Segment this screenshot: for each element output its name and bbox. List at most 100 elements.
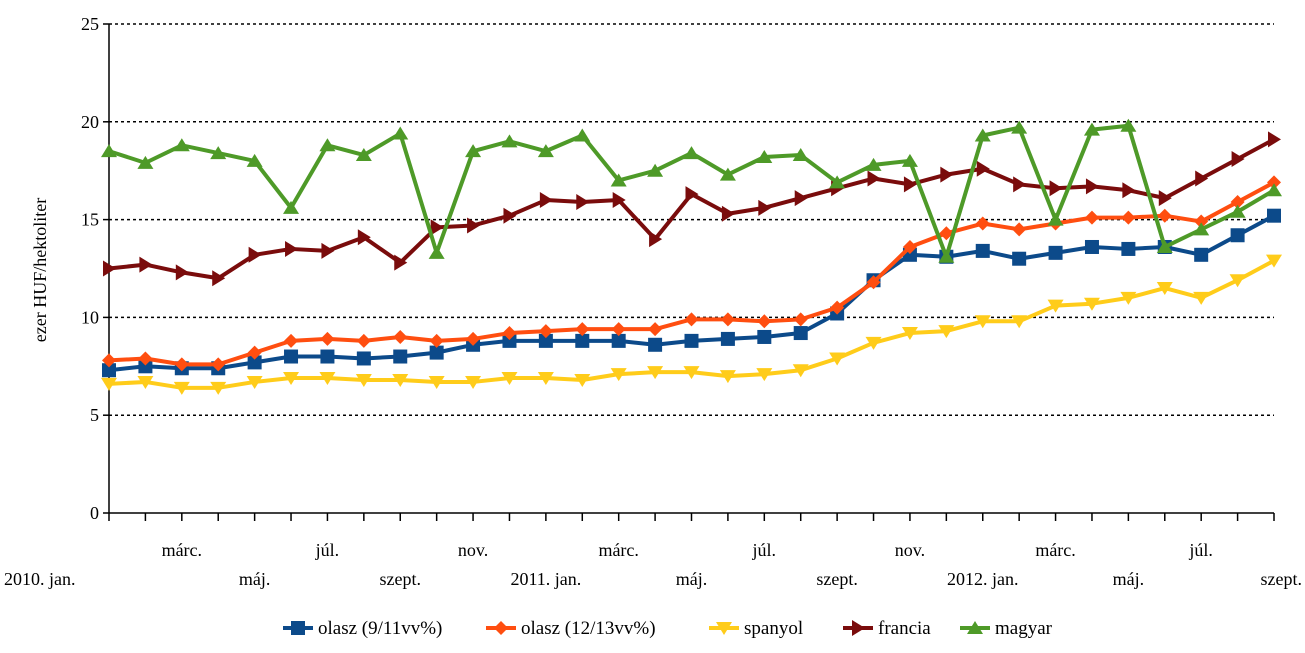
data-point [428, 375, 445, 389]
data-point [794, 190, 808, 207]
data-point [248, 246, 262, 263]
series-olasz-9-11vv- [102, 208, 1281, 378]
data-point [610, 368, 627, 382]
data-point [1193, 222, 1210, 236]
data-point [1011, 120, 1028, 134]
data-point [865, 336, 882, 350]
data-point [429, 333, 444, 348]
data-point [538, 333, 553, 348]
data-point [611, 333, 626, 348]
data-point [538, 324, 553, 339]
data-point [503, 207, 517, 224]
data-point [648, 322, 663, 337]
data-point [974, 128, 991, 142]
data-point [612, 192, 626, 209]
data-point [1120, 291, 1137, 305]
data-point [648, 337, 663, 352]
legend-item: francia [843, 618, 931, 639]
data-point [137, 155, 154, 169]
data-point [574, 373, 591, 387]
data-point [102, 363, 116, 378]
data-point [1121, 210, 1136, 225]
data-point [429, 345, 444, 360]
legend: olasz (9/11vv%) olasz (12/13vv%) spanyol fr… [283, 618, 1053, 639]
series-olasz-12-13vv- [102, 175, 1281, 372]
data-point [683, 366, 700, 380]
legend-marker [852, 620, 865, 636]
data-point [719, 370, 736, 384]
data-point [1195, 170, 1209, 187]
data-point [1012, 222, 1027, 237]
data-point [829, 175, 846, 189]
data-point [356, 333, 371, 348]
data-point [576, 193, 590, 210]
x-tick-label: júl. [752, 540, 777, 560]
data-point [647, 366, 664, 380]
legend-marker [967, 621, 983, 634]
data-point [465, 144, 482, 158]
y-tick-label: 20 [81, 112, 99, 132]
data-point [611, 322, 626, 337]
data-point [501, 134, 518, 148]
data-point [394, 254, 408, 271]
data-point [356, 351, 371, 366]
data-point [721, 205, 735, 222]
data-point [867, 170, 881, 187]
legend-marker [716, 622, 732, 635]
data-point [1158, 190, 1172, 207]
x-tick-label: nov. [458, 540, 488, 560]
legend-label: olasz (9/11vv%) [318, 618, 442, 639]
series-line [108, 137, 1275, 281]
data-point [1156, 239, 1173, 253]
data-point [1230, 228, 1245, 243]
data-point [792, 364, 809, 378]
data-point [103, 260, 116, 277]
legend-label: spanyol [744, 618, 803, 639]
data-point [1266, 183, 1282, 197]
data-point [865, 157, 882, 171]
series-spanyol [101, 254, 1282, 395]
data-point [939, 226, 954, 241]
data-point [284, 333, 299, 348]
data-point [430, 219, 444, 236]
y-tick-label: 15 [81, 210, 99, 230]
x-tick-label: 2010. jan. [4, 569, 76, 589]
data-point [1120, 118, 1137, 132]
data-point [649, 231, 663, 248]
legend-label: olasz (12/13vv%) [521, 618, 656, 639]
data-point [1048, 245, 1063, 260]
data-point [1013, 176, 1027, 193]
data-point [1083, 297, 1100, 311]
data-point [1011, 315, 1028, 329]
data-point [1156, 282, 1173, 296]
data-point [392, 126, 409, 140]
data-point [392, 373, 409, 387]
data-point [1084, 239, 1099, 254]
data-point [1231, 150, 1245, 167]
y-axis-title: ezer HUF/hektoliter [30, 198, 50, 342]
x-tick-label: nov. [895, 540, 925, 560]
data-point [355, 373, 372, 387]
data-point [1268, 131, 1281, 148]
data-point [974, 315, 991, 329]
data-point [793, 326, 808, 341]
data-point [938, 325, 955, 339]
data-point [1266, 254, 1282, 268]
data-point [940, 166, 954, 183]
data-point [1194, 247, 1209, 262]
data-point [575, 333, 590, 348]
data-point [393, 329, 408, 344]
y-tick-label: 0 [90, 503, 99, 523]
data-point [866, 275, 881, 290]
data-point [720, 331, 735, 346]
data-point [355, 148, 372, 162]
y-tick-label: 5 [90, 405, 99, 425]
data-point [212, 270, 226, 287]
data-point [684, 333, 699, 348]
data-point [975, 243, 990, 258]
data-point [210, 146, 227, 160]
data-point [174, 357, 189, 372]
data-point [428, 245, 445, 259]
data-point [938, 249, 955, 263]
